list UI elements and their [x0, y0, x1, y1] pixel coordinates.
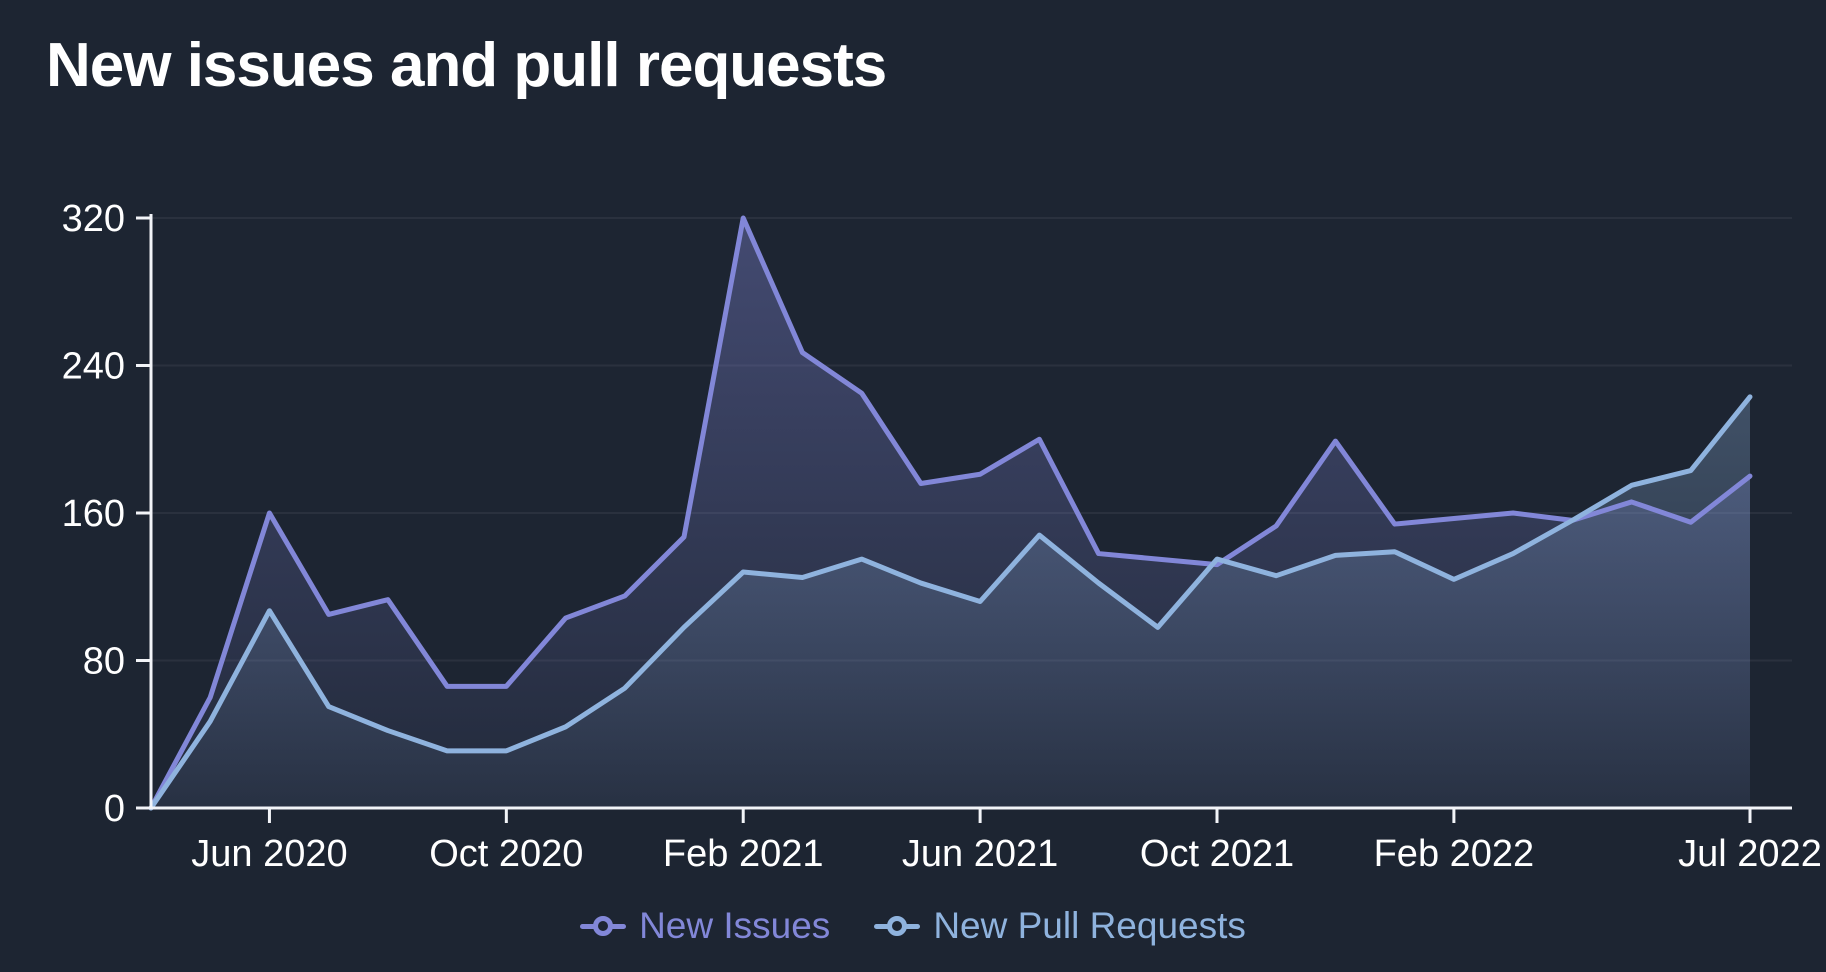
series-line-1 [148, 394, 1753, 811]
legend-item-new-pull-requests[interactable]: New Pull Requests [874, 905, 1246, 947]
y-tick-label: 240 [62, 346, 125, 388]
legend-item-new-issues[interactable]: New Issues [580, 905, 830, 947]
x-tick-label: Jun 2020 [191, 833, 347, 875]
y-tick-label: 80 [83, 641, 125, 683]
x-tick-label: Oct 2020 [429, 833, 583, 875]
x-tick-label: Jul 2022 [1678, 833, 1822, 875]
series-line-0 [148, 215, 1753, 811]
page-title: New issues and pull requests [46, 31, 887, 100]
y-tick-label: 320 [62, 198, 125, 240]
x-tick-label: Feb 2021 [663, 833, 824, 875]
x-tick-label: Feb 2022 [1374, 833, 1535, 875]
series-area-1 [151, 396, 1750, 808]
legend-label-new-pull-requests: New Pull Requests [933, 905, 1246, 946]
chart-legend: New Issues New Pull Requests [0, 905, 1826, 947]
x-tick-label: Jun 2021 [902, 833, 1058, 875]
line-dot-marker-icon [580, 916, 627, 936]
line-dot-marker-icon [874, 916, 921, 936]
y-tick-label: 160 [62, 493, 125, 535]
legend-label-new-issues: New Issues [639, 905, 831, 946]
y-tick-label: 0 [104, 788, 125, 830]
x-tick-label: Oct 2021 [1140, 833, 1294, 875]
